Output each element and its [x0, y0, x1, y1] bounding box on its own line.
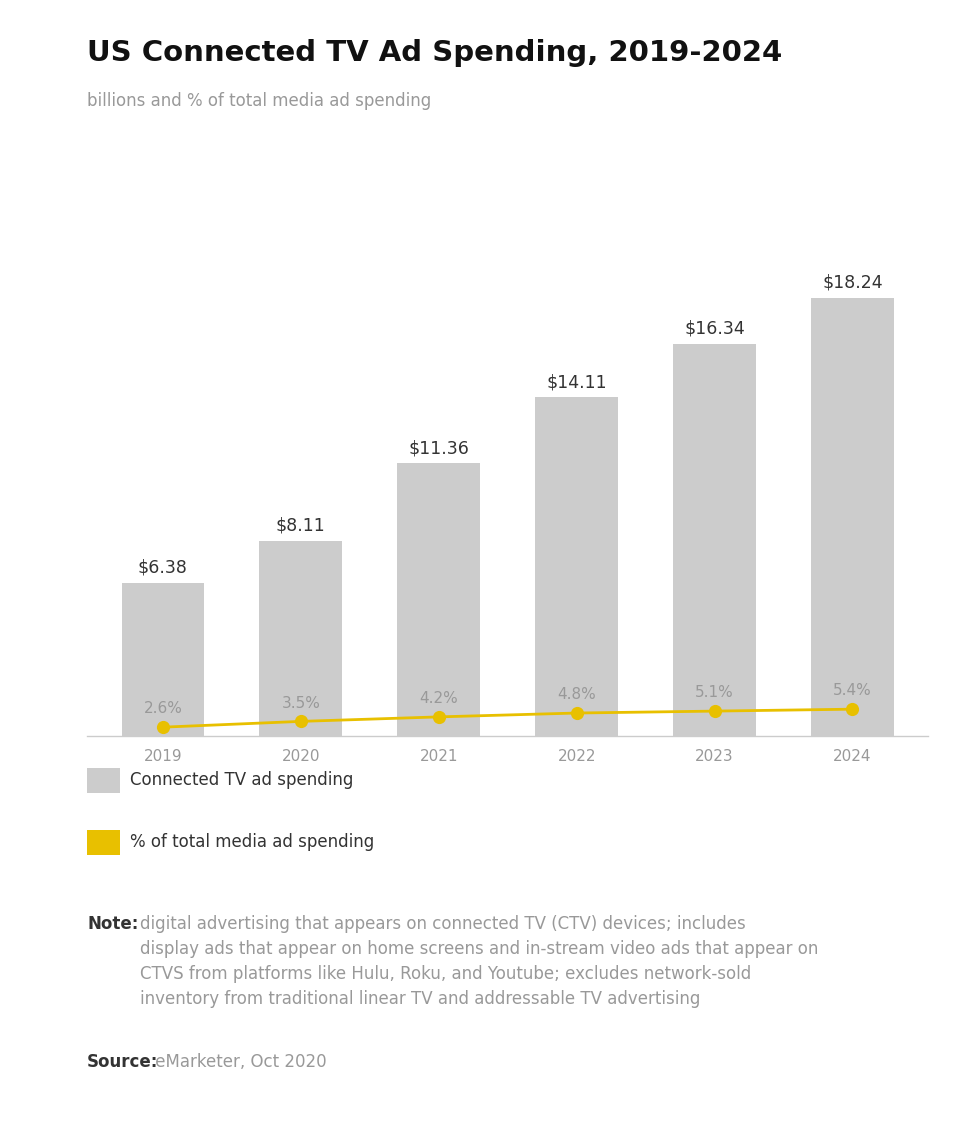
Bar: [536, 398, 618, 736]
Point: [707, 702, 722, 720]
Text: $6.38: $6.38: [138, 558, 188, 576]
Point: [155, 719, 170, 737]
Text: Note:: Note:: [87, 915, 138, 933]
Text: 4.8%: 4.8%: [557, 687, 596, 702]
Bar: [811, 298, 894, 736]
Bar: [673, 344, 756, 736]
Text: $16.34: $16.34: [685, 320, 745, 338]
Bar: [259, 541, 342, 736]
Point: [293, 712, 308, 730]
Text: Connected TV ad spending: Connected TV ad spending: [130, 772, 353, 789]
Text: 5.4%: 5.4%: [834, 684, 872, 699]
Text: $14.11: $14.11: [546, 373, 607, 391]
Point: [845, 701, 861, 719]
Point: [569, 704, 584, 722]
Text: $18.24: $18.24: [822, 274, 883, 292]
Text: 2.6%: 2.6%: [143, 702, 183, 716]
Bar: [122, 583, 204, 736]
Text: eMarketer, Oct 2020: eMarketer, Oct 2020: [150, 1053, 327, 1071]
Text: 5.1%: 5.1%: [695, 685, 734, 701]
Text: 3.5%: 3.5%: [281, 695, 320, 711]
Text: Source:: Source:: [87, 1053, 159, 1071]
Text: $8.11: $8.11: [276, 517, 326, 535]
Text: US Connected TV Ad Spending, 2019-2024: US Connected TV Ad Spending, 2019-2024: [87, 39, 782, 67]
Text: $11.36: $11.36: [408, 439, 469, 457]
Bar: [397, 463, 480, 736]
Point: [431, 707, 447, 725]
Text: 4.2%: 4.2%: [420, 691, 458, 706]
Text: % of total media ad spending: % of total media ad spending: [130, 833, 374, 851]
Text: billions and % of total media ad spending: billions and % of total media ad spendin…: [87, 92, 431, 110]
Text: digital advertising that appears on connected TV (CTV) devices; includes
display: digital advertising that appears on conn…: [140, 915, 819, 1008]
